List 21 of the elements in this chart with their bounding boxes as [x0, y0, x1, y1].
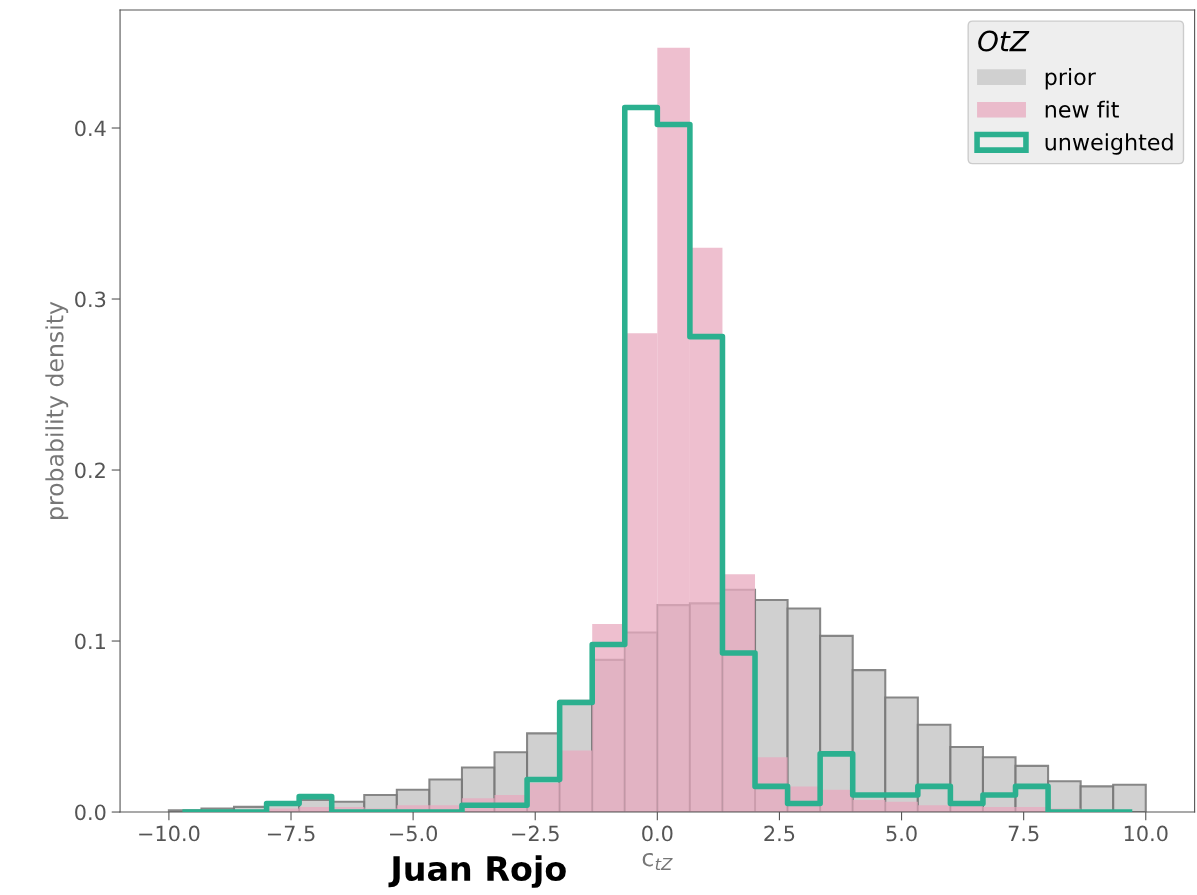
x-tick-label: 7.5	[1008, 825, 1039, 842]
x-tick-label: −7.5	[267, 825, 315, 842]
x-tick-label: 5.0	[886, 825, 917, 842]
x-tick-label: 10.0	[1124, 825, 1168, 842]
x-tick-label: 2.5	[764, 825, 795, 842]
text: Juan Rojo	[388, 855, 566, 888]
legend-label: unweighted	[1045, 133, 1173, 155]
y-axis-title: probability density	[45, 301, 69, 519]
x-tick-label: −10.0	[139, 825, 200, 842]
y-tick-label: 0.3	[75, 291, 106, 308]
x-tick-label: −2.5	[512, 825, 559, 842]
x-tick-label: 0.0	[642, 825, 673, 842]
legend-label: new fit	[1045, 100, 1119, 118]
x-axis-title: c$_{tZ}$	[642, 852, 673, 870]
y-tick-label: 0.1	[75, 633, 105, 650]
legend-label: prior	[1045, 68, 1096, 90]
y-tick-label: 0.4	[75, 120, 106, 137]
x-tick-label: −5.0	[390, 825, 438, 842]
y-tick-label: 0.0	[75, 804, 106, 821]
y-tick-label: 0.2	[75, 462, 105, 479]
legend-title: OtZ	[978, 30, 1030, 52]
